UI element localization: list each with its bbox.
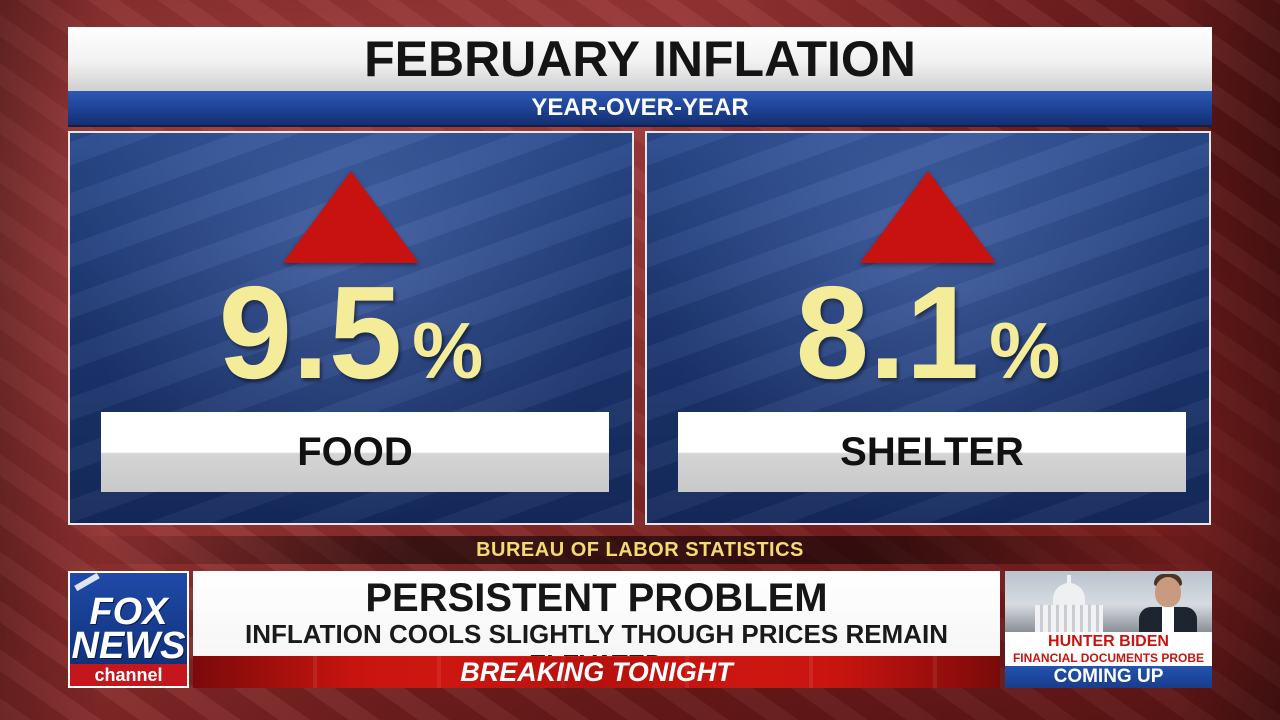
graphic-title: FEBRUARY INFLATION xyxy=(364,31,916,87)
promo-title: HUNTER BIDEN xyxy=(1048,633,1169,650)
promo-subtitle: FINANCIAL DOCUMENTS PROBE xyxy=(1012,651,1205,665)
up-arrow-icon xyxy=(860,171,996,263)
person-body xyxy=(1139,607,1197,632)
title-banner: FEBRUARY INFLATION xyxy=(68,27,1212,91)
promo-coming-up: COMING UP xyxy=(1005,666,1212,688)
capitol-dome xyxy=(1053,583,1085,605)
chyron: PERSISTENT PROBLEM INFLATION COOLS SLIGH… xyxy=(193,571,1000,688)
chyron-headline: PERSISTENT PROBLEM xyxy=(365,576,828,620)
shelter-label: SHELTER xyxy=(840,429,1024,474)
capitol-icon xyxy=(1067,575,1071,585)
logo-channel-text: channel xyxy=(70,664,187,686)
promo-photo xyxy=(1005,571,1212,632)
food-value: 9.5 % xyxy=(70,259,632,406)
coming-up-promo: HUNTER BIDEN FINANCIAL DOCUMENTS PROBE C… xyxy=(1005,571,1212,688)
food-label: FOOD xyxy=(297,429,413,474)
shelter-value: 8.1 % xyxy=(647,259,1209,406)
source-strip: BUREAU OF LABOR STATISTICS xyxy=(68,536,1212,564)
food-value-unit: % xyxy=(412,306,484,395)
person-icon xyxy=(1155,577,1181,607)
graphic-subtitle: YEAR-OVER-YEAR xyxy=(531,94,749,121)
food-value-number: 9.5 xyxy=(218,259,403,406)
breaking-banner-text: BREAKING TONIGHT xyxy=(440,656,753,688)
breaking-banner: BREAKING TONIGHT xyxy=(193,656,1000,688)
shelter-panel: 8.1 % SHELTER xyxy=(645,131,1211,525)
logo-fox-text: FOX xyxy=(89,591,168,633)
logo-news-text: NEWS xyxy=(71,625,186,667)
shelter-label-box: SHELTER xyxy=(678,412,1186,492)
network-logo: FOX NEWS channel xyxy=(68,571,189,688)
food-label-box: FOOD xyxy=(101,412,609,492)
capitol-base xyxy=(1035,605,1103,632)
shelter-value-number: 8.1 xyxy=(795,259,980,406)
subtitle-banner: YEAR-OVER-YEAR xyxy=(68,91,1212,127)
up-arrow-icon xyxy=(283,171,419,263)
source-text: BUREAU OF LABOR STATISTICS xyxy=(476,538,804,561)
logo-searchlight-icon xyxy=(74,573,100,592)
shelter-value-unit: % xyxy=(989,306,1061,395)
food-panel: 9.5 % FOOD xyxy=(68,131,634,525)
